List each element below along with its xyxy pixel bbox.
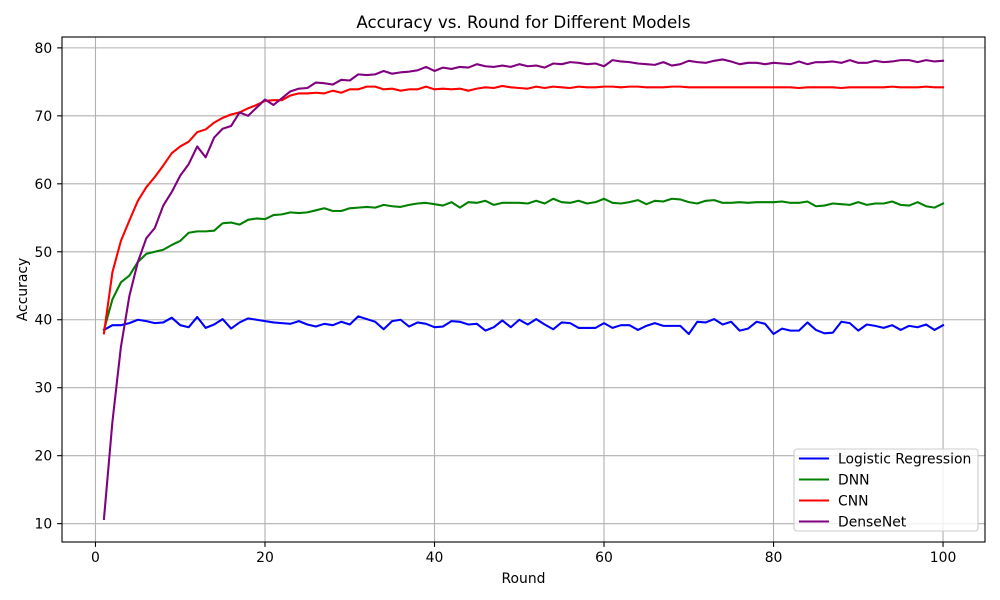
legend-label: Logistic Regression <box>838 451 971 467</box>
y-tick-label: 50 <box>35 245 53 261</box>
y-axis-ticks: 10 20 30 40 50 60 70 80 <box>35 41 62 533</box>
x-tick-label: 0 <box>91 550 100 566</box>
legend-label: CNN <box>838 493 868 509</box>
y-tick-label: 80 <box>35 41 53 57</box>
x-tick-label: 60 <box>595 550 613 566</box>
series-line-logistic-regression <box>102 315 945 336</box>
series-line-dnn <box>102 197 945 332</box>
legend-box <box>793 448 979 532</box>
legend-label: DenseNet <box>838 514 907 530</box>
legend-entry-cnn: CNN <box>798 493 868 509</box>
grid <box>62 37 985 542</box>
y-tick-label: 10 <box>35 517 53 533</box>
series-line-densenet <box>102 58 945 521</box>
y-tick-label: 70 <box>35 109 53 125</box>
legend: Logistic Regression DNN CNN DenseNet <box>793 448 979 532</box>
y-tick-label: 20 <box>35 449 53 465</box>
legend-label: DNN <box>838 472 869 488</box>
y-tick-label: 60 <box>35 177 53 193</box>
x-axis-label: Round <box>502 571 546 587</box>
y-tick-label: 30 <box>35 381 53 397</box>
chart-title: Accuracy vs. Round for Different Models <box>356 12 690 32</box>
legend-entry-densenet: DenseNet <box>798 514 907 530</box>
x-tick-label: 80 <box>765 550 783 566</box>
x-tick-label: 100 <box>930 550 957 566</box>
y-axis-label: Accuracy <box>15 258 31 321</box>
legend-entry-dnn: DNN <box>798 472 869 488</box>
x-axis-ticks: 0 20 40 60 80 100 <box>91 542 956 566</box>
axes-frame <box>61 36 986 543</box>
series-line-cnn <box>102 84 945 335</box>
x-tick-label: 20 <box>256 550 274 566</box>
legend-entry-logistic-regression: Logistic Regression <box>798 451 971 467</box>
x-tick-label: 40 <box>426 550 444 566</box>
y-tick-label: 40 <box>35 313 53 329</box>
plot-lines <box>102 58 945 521</box>
